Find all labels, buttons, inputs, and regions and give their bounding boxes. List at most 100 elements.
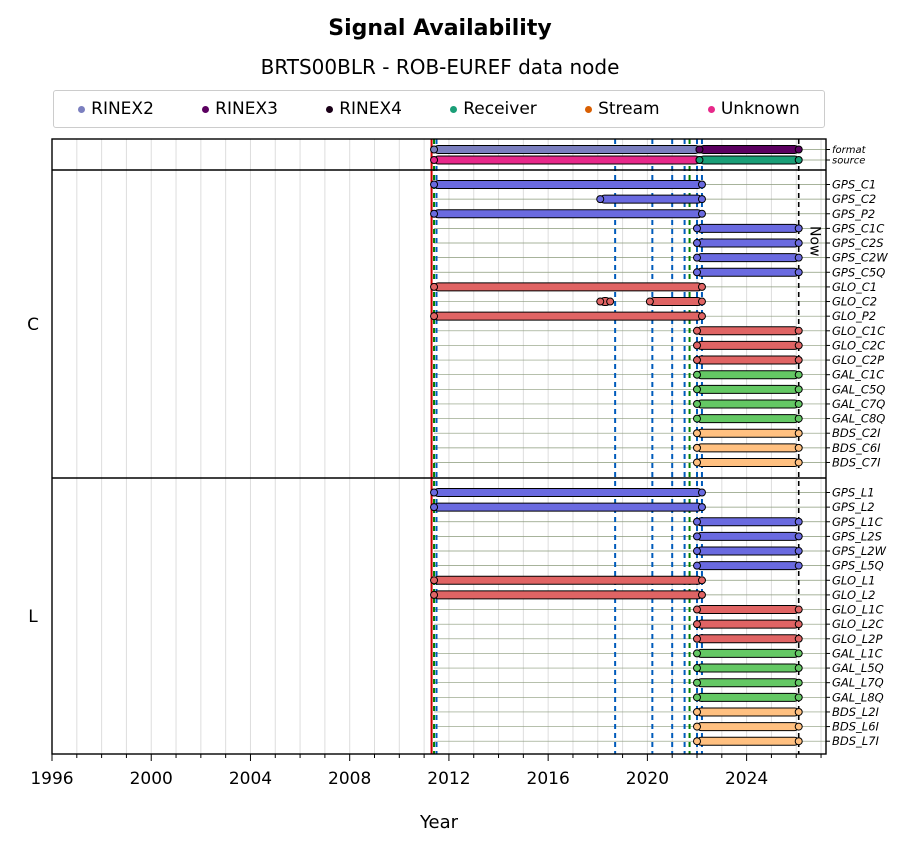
- availability-bar: [696, 678, 800, 688]
- availability-bar: [696, 428, 800, 438]
- bar-end-dot: [697, 297, 706, 306]
- row-label: GPS_L1C: [832, 515, 883, 529]
- bar-end-dot: [697, 312, 706, 321]
- bar-start-dot: [430, 156, 439, 164]
- availability-bar: [696, 692, 800, 702]
- bar-start-dot: [693, 605, 701, 614]
- bar-start-dot: [693, 561, 701, 570]
- availability-bar: [696, 605, 800, 615]
- bar-start-dot: [430, 576, 439, 585]
- x-tick-label: 2024: [725, 769, 768, 789]
- bar-end-dot: [606, 297, 615, 306]
- legend-label: RINEX3: [215, 99, 278, 119]
- bar-end-dot: [794, 737, 803, 746]
- bar-end-dot: [794, 693, 803, 702]
- bar-end-dot: [794, 414, 803, 423]
- bar-start-dot: [693, 737, 701, 746]
- bar-start-dot: [430, 209, 439, 218]
- now-label: Now: [807, 226, 823, 257]
- availability-bar: [433, 590, 703, 600]
- row-label: GPS_L2W: [832, 544, 887, 558]
- bar-start-dot: [693, 678, 701, 687]
- availability-bar: [696, 443, 800, 453]
- plot-frame: [51, 138, 827, 755]
- bar-start-dot: [693, 458, 701, 467]
- bar-end-dot: [794, 356, 803, 365]
- bar-start-dot: [693, 399, 701, 408]
- availability-bar: [698, 155, 800, 165]
- availability-bar: [696, 355, 800, 365]
- group-label: L: [28, 607, 38, 627]
- x-tick-label: 2016: [527, 769, 570, 789]
- bar-end-dot: [697, 180, 706, 189]
- legend-marker: [202, 105, 210, 113]
- bar-end-dot: [794, 253, 803, 262]
- availability-bar: [696, 370, 800, 380]
- row-label: BDS_C6I: [832, 441, 881, 455]
- row-label: GLO_C2C: [832, 338, 885, 352]
- bar-end-dot: [794, 458, 803, 467]
- row-label: GLO_L1C: [832, 603, 884, 617]
- bar-start-dot: [693, 664, 701, 673]
- row-label: GLO_C1: [832, 280, 877, 294]
- bar-start-dot: [430, 503, 439, 512]
- bar-start-dot: [695, 156, 704, 164]
- bar-end-dot: [697, 576, 706, 585]
- availability-bar: [696, 517, 800, 527]
- legend-label: Stream: [598, 99, 660, 119]
- row-label: GAL_C5Q: [832, 382, 885, 396]
- row-label: GPS_L1: [832, 486, 875, 500]
- row-label: GLO_L2P: [832, 632, 882, 646]
- row-label: BDS_C7I: [832, 455, 881, 469]
- row-label: GAL_C8Q: [832, 412, 885, 426]
- bar-start-dot: [645, 297, 654, 306]
- legend-item-receiver: Receiver: [450, 99, 537, 119]
- row-label: GPS_L2S: [832, 529, 882, 543]
- legend-marker: [585, 105, 593, 113]
- bar-end-dot: [794, 145, 803, 154]
- x-tick-label: 2004: [229, 769, 272, 789]
- bar-end-dot: [794, 370, 803, 379]
- bar-end-dot: [794, 634, 803, 643]
- bar-start-dot: [693, 326, 701, 335]
- bar-start-dot: [430, 488, 439, 497]
- bar-end-dot: [697, 195, 706, 204]
- availability-bar: [696, 634, 800, 644]
- row-label: GLO_C2P: [832, 353, 884, 367]
- availability-bar: [696, 414, 800, 424]
- x-tick-label: 2012: [427, 769, 470, 789]
- bar-start-dot: [693, 532, 701, 541]
- availability-bar: [696, 736, 800, 746]
- bar-end-dot: [697, 590, 706, 599]
- bar-start-dot: [693, 443, 701, 452]
- availability-bar: [696, 238, 800, 248]
- row-label: BDS_L2I: [832, 705, 880, 719]
- availability-bar: [696, 384, 800, 394]
- row-label: GPS_C2S: [832, 236, 884, 250]
- availability-bar: [649, 297, 703, 307]
- x-tick-label: 2020: [626, 769, 669, 789]
- bar-start-dot: [430, 590, 439, 599]
- bar-end-dot: [794, 443, 803, 452]
- availability-bar: [696, 223, 800, 233]
- availability-bar: [696, 648, 800, 658]
- row-label: GLO_L2: [832, 588, 876, 602]
- availability-bar: [433, 502, 703, 512]
- bar-end-dot: [794, 385, 803, 394]
- bar-end-dot: [794, 664, 803, 673]
- legend-item-rinex3: RINEX3: [202, 99, 278, 119]
- availability-bar: [433, 575, 703, 585]
- bar-end-dot: [794, 156, 803, 164]
- bar-end-dot: [794, 649, 803, 658]
- legend-item-rinex2: RINEX2: [78, 99, 154, 119]
- bar-end-dot: [794, 620, 803, 629]
- legend-label: RINEX4: [339, 99, 402, 119]
- bar-start-dot: [430, 180, 439, 189]
- row-label: GPS_C1C: [832, 221, 884, 235]
- group-label: C: [27, 315, 39, 335]
- bar-end-dot: [794, 239, 803, 248]
- availability-bar: [696, 663, 800, 673]
- row-label: source: [832, 156, 865, 167]
- bar-end-dot: [794, 532, 803, 541]
- availability-bar: [696, 707, 800, 717]
